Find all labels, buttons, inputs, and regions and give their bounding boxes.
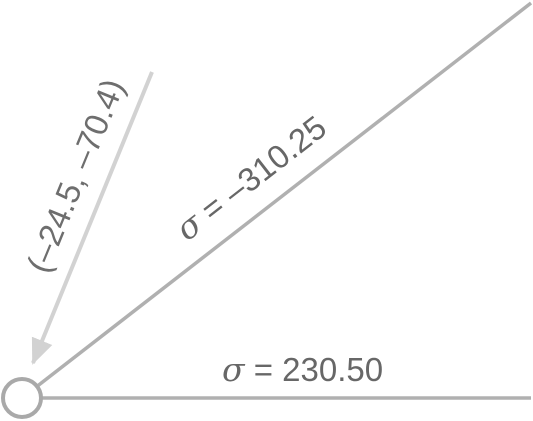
upper-ray (20, 1, 533, 400)
origin-circle (1, 377, 43, 419)
lower-ray-symbol: σ (222, 350, 246, 389)
lower-ray-label: σ = 230.50 (222, 350, 383, 389)
lower-ray-value: = 230.50 (245, 351, 384, 388)
upper-ray-label: σ = –310.25 (168, 108, 334, 249)
vector-label: (–24.5, –70.4) (19, 74, 131, 278)
vector-arrow (31, 71, 154, 365)
